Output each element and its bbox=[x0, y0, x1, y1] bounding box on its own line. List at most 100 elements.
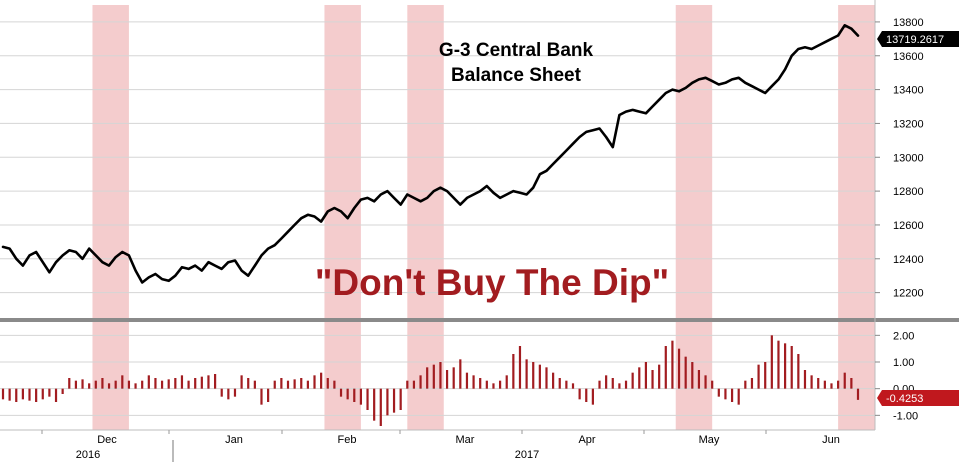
bar bbox=[74, 380, 78, 389]
y-tick-label: 12600 bbox=[893, 220, 924, 232]
bar bbox=[213, 374, 217, 389]
bar bbox=[187, 380, 190, 389]
bar bbox=[512, 354, 515, 389]
bar bbox=[28, 388, 31, 401]
last-value-tag-label: 13719.2617 bbox=[886, 34, 944, 46]
bar bbox=[366, 388, 369, 410]
bar bbox=[624, 380, 628, 389]
bar bbox=[750, 378, 754, 389]
grid-lines bbox=[0, 21, 875, 416]
x-month-label: Feb bbox=[338, 434, 357, 446]
bar bbox=[386, 388, 389, 416]
bar bbox=[823, 380, 826, 389]
bar bbox=[518, 346, 522, 389]
bar bbox=[207, 375, 210, 389]
bar-series bbox=[1, 335, 860, 426]
bar bbox=[571, 383, 575, 389]
last-bar-tag-label: -0.4253 bbox=[886, 393, 923, 405]
x-month-label: Dec bbox=[97, 434, 117, 446]
balance-sheet-line bbox=[1, 23, 860, 284]
y-tick-label: -1.00 bbox=[893, 410, 918, 422]
bar bbox=[664, 346, 667, 389]
bar bbox=[174, 378, 177, 389]
bar bbox=[684, 356, 687, 389]
bar bbox=[121, 375, 124, 389]
bar bbox=[631, 372, 634, 389]
bar bbox=[406, 380, 409, 389]
bar bbox=[359, 388, 363, 405]
y-tick-label: 13600 bbox=[893, 51, 924, 63]
bar bbox=[677, 348, 681, 389]
lower-y-ticks: -1.000.001.002.00 bbox=[875, 330, 918, 422]
bar bbox=[220, 388, 223, 397]
bar bbox=[101, 378, 104, 389]
highlight-band bbox=[92, 5, 129, 430]
y-tick-label: 12200 bbox=[893, 288, 924, 300]
bar bbox=[94, 380, 97, 389]
bar bbox=[353, 388, 356, 402]
bar bbox=[392, 388, 396, 413]
bar bbox=[830, 383, 833, 389]
bar bbox=[770, 335, 773, 389]
y-tick-label: 13800 bbox=[893, 17, 924, 29]
bar bbox=[578, 388, 581, 400]
bar bbox=[313, 375, 316, 389]
bar bbox=[797, 354, 800, 389]
bar bbox=[233, 388, 237, 397]
bar bbox=[1, 388, 5, 400]
highlight-band bbox=[407, 5, 444, 430]
bar bbox=[651, 370, 654, 389]
bar bbox=[697, 370, 701, 389]
bar bbox=[293, 379, 296, 389]
bar bbox=[538, 364, 541, 389]
y-tick-label: 13000 bbox=[893, 152, 924, 164]
bar bbox=[479, 378, 482, 389]
bar bbox=[585, 388, 588, 402]
bar bbox=[439, 362, 442, 389]
y-tick-label: 12800 bbox=[893, 186, 924, 198]
bar bbox=[459, 359, 462, 389]
bar bbox=[379, 388, 382, 426]
bar bbox=[81, 379, 84, 389]
bar bbox=[843, 372, 846, 389]
bar bbox=[8, 388, 11, 401]
bar bbox=[545, 367, 548, 389]
bar bbox=[525, 359, 528, 389]
bar bbox=[505, 375, 508, 389]
bar bbox=[306, 380, 309, 389]
bar bbox=[485, 380, 488, 389]
last-value-tag: 13719.2617 bbox=[877, 31, 959, 47]
bar bbox=[724, 388, 727, 400]
upper-y-ticks: 12200 12400 12600 12800 13000 13200 13400 13600… bbox=[875, 17, 924, 300]
bar bbox=[492, 383, 495, 389]
bar bbox=[320, 372, 323, 389]
bar bbox=[445, 370, 449, 389]
x-month-label: Jan bbox=[225, 434, 243, 446]
bar bbox=[837, 380, 840, 389]
y-tick-label: 1.00 bbox=[893, 357, 914, 369]
chart-subtitle: Balance Sheet bbox=[451, 65, 582, 86]
bar bbox=[247, 378, 250, 389]
bar bbox=[41, 388, 44, 400]
x-year-label: 2017 bbox=[515, 449, 539, 461]
y-tick-label: 12400 bbox=[893, 254, 924, 266]
bar bbox=[711, 380, 714, 389]
x-year-label: 2016 bbox=[76, 449, 100, 461]
bar bbox=[618, 383, 621, 389]
chart-annotation: "Don't Buy The Dip" bbox=[315, 262, 669, 303]
bar bbox=[167, 379, 170, 389]
bar bbox=[227, 388, 230, 400]
panel-separator bbox=[0, 318, 959, 322]
bar bbox=[783, 343, 787, 389]
bar bbox=[54, 388, 58, 402]
bar bbox=[810, 375, 813, 389]
bar bbox=[48, 388, 51, 397]
bar bbox=[300, 378, 303, 389]
bar bbox=[200, 376, 203, 389]
bar bbox=[160, 380, 164, 389]
bar bbox=[88, 383, 91, 389]
bar bbox=[472, 375, 475, 389]
bar bbox=[147, 375, 150, 389]
bar bbox=[605, 375, 608, 389]
bar bbox=[598, 380, 601, 389]
